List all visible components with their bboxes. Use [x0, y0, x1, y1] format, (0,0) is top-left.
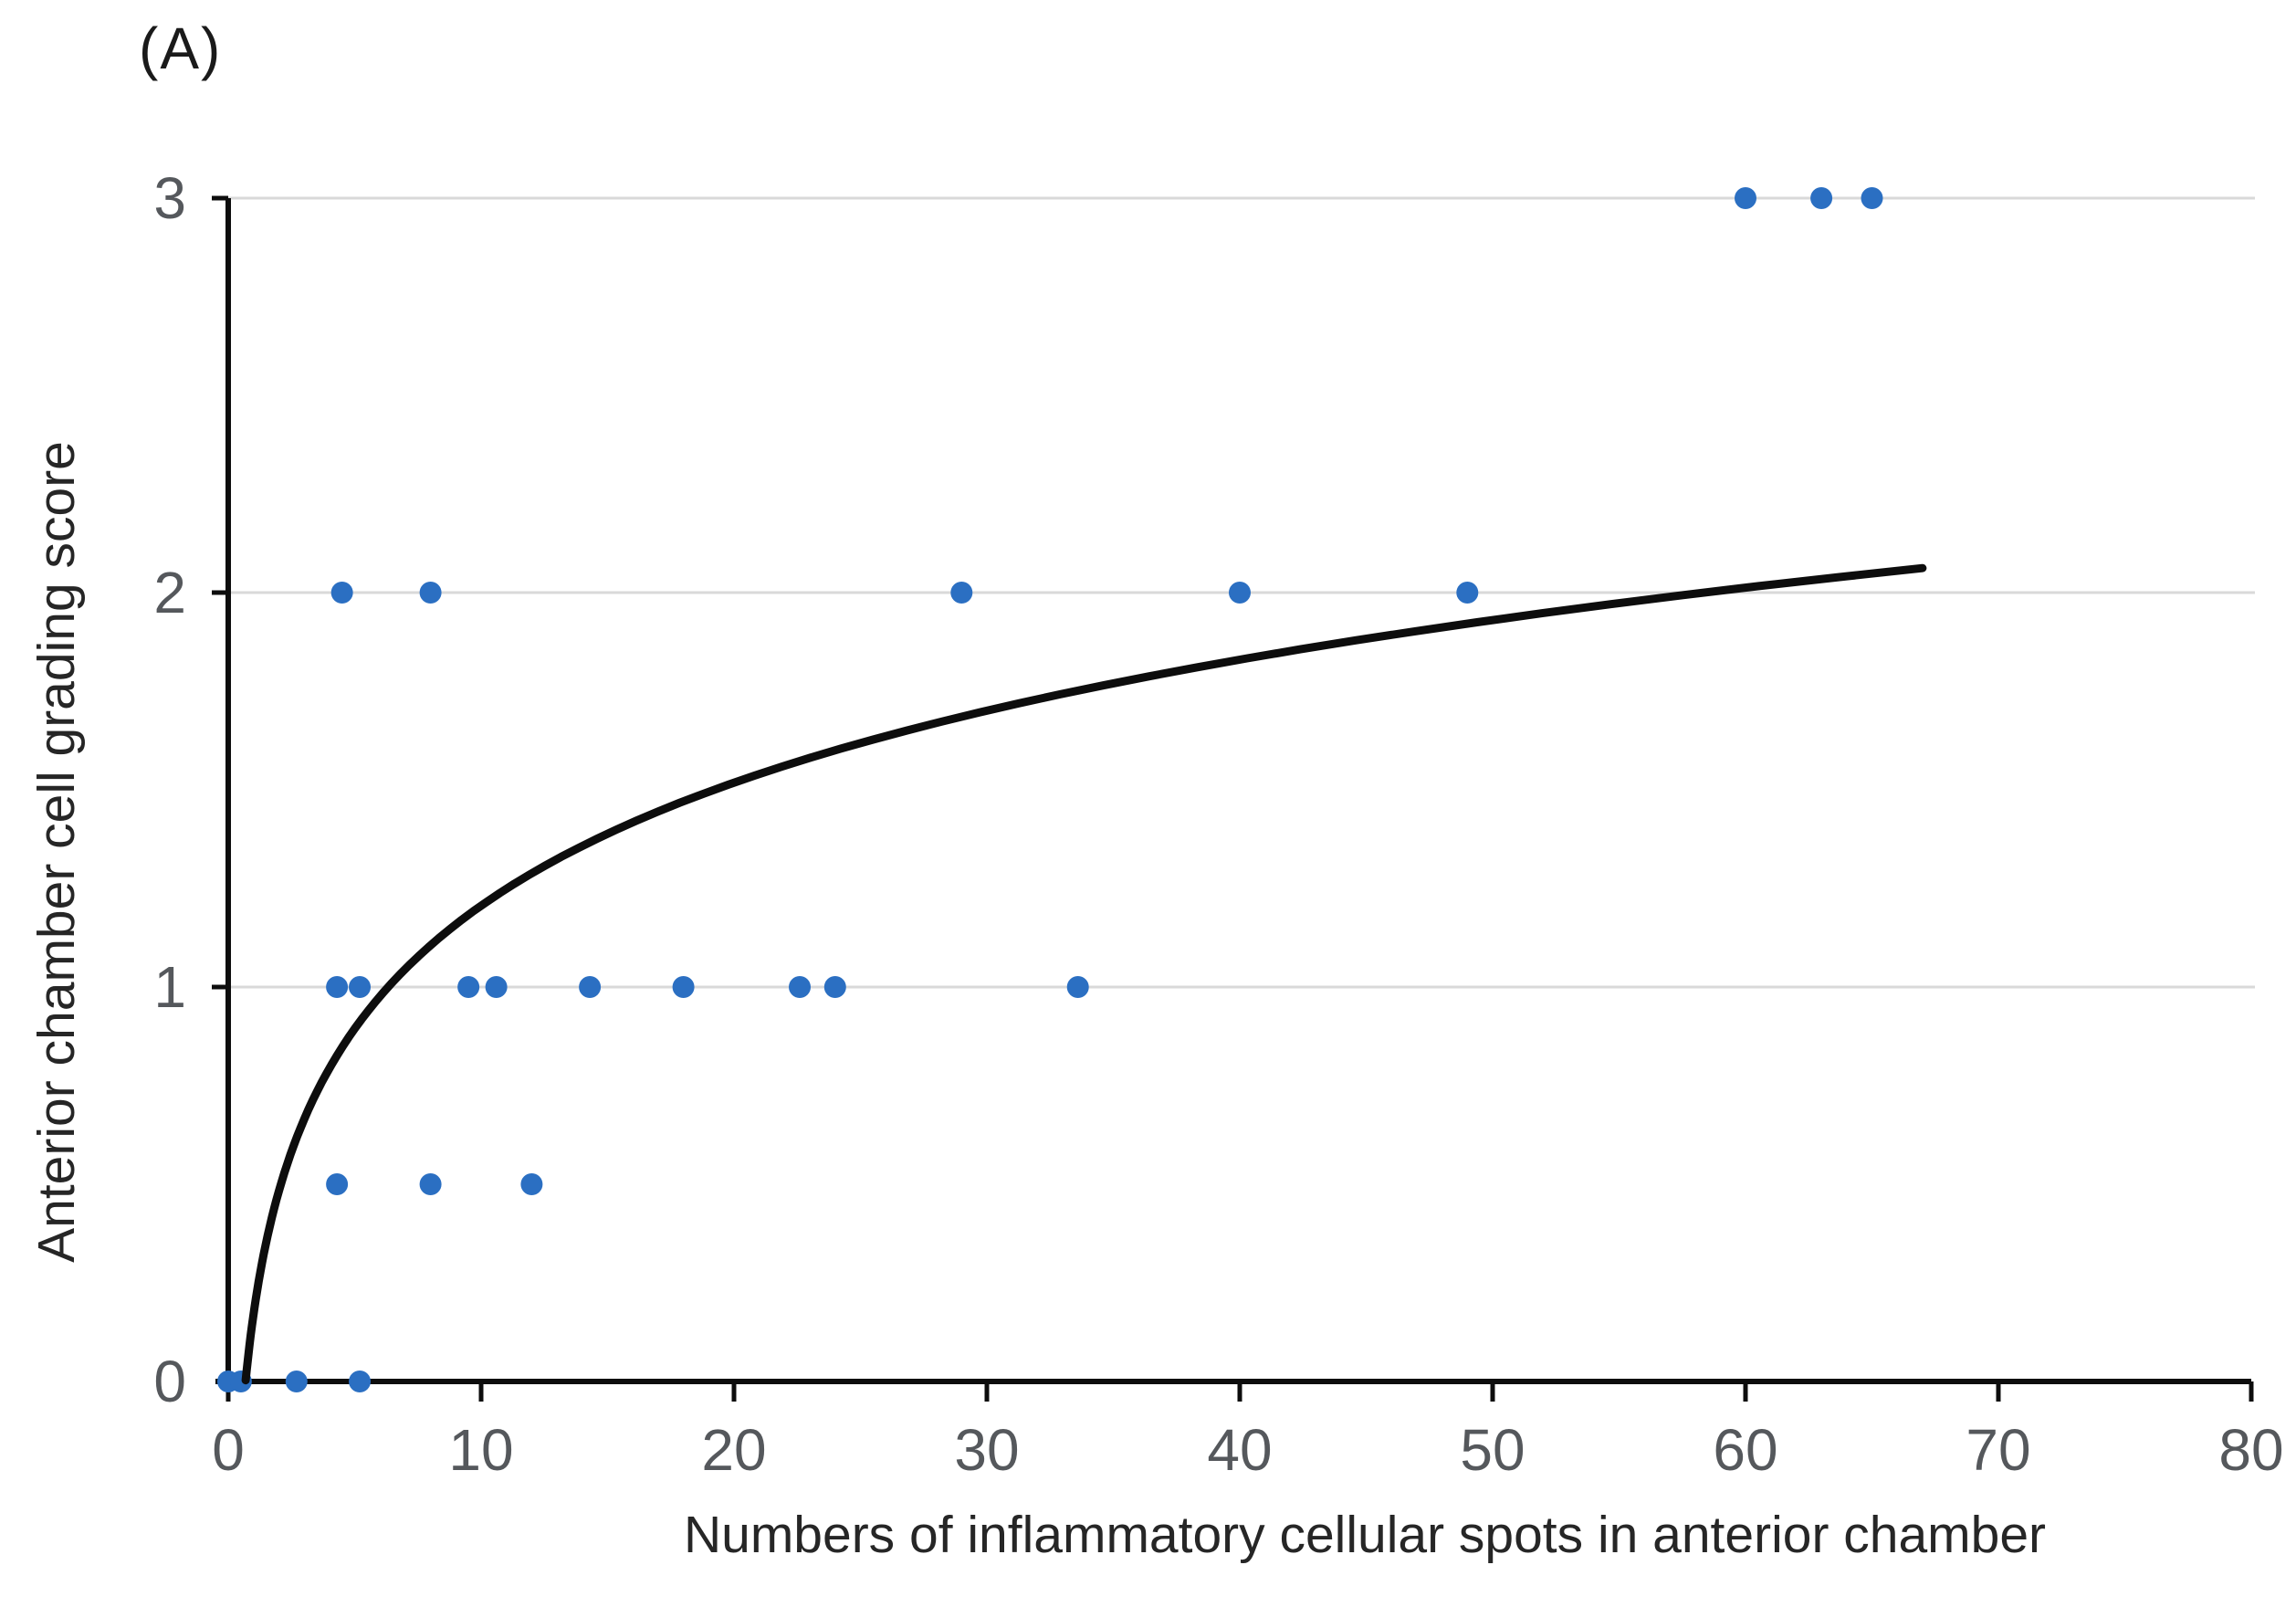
x-tick-label-80: 80	[2218, 1417, 2283, 1483]
x-tick-label-60: 60	[1713, 1417, 1777, 1483]
x-tick-label-70: 70	[1966, 1417, 2030, 1483]
y-tick-label-1: 1	[153, 954, 186, 1020]
x-tick-label-20: 20	[701, 1417, 766, 1483]
x-tick-label-10: 10	[448, 1417, 513, 1483]
x-axis-title: Numbers of inflammatory cellular spots i…	[683, 1506, 2047, 1564]
data-point	[349, 1371, 372, 1392]
y-tick-label-3: 3	[153, 165, 186, 231]
data-point	[485, 976, 508, 998]
data-point	[579, 976, 602, 998]
data-point	[1229, 582, 1251, 604]
data-point	[285, 1371, 308, 1392]
x-tick-label-30: 30	[954, 1417, 1019, 1483]
data-point	[349, 976, 372, 998]
data-point	[823, 976, 846, 998]
y-tick-label-2: 2	[153, 560, 186, 625]
x-tick-label-40: 40	[1207, 1417, 1272, 1483]
data-point	[1456, 582, 1479, 604]
y-tick-label-0: 0	[153, 1349, 186, 1414]
panel-label: (A)	[139, 16, 223, 81]
data-point	[330, 582, 353, 604]
y-axis-title: Anterior chamber cell grading score	[27, 441, 86, 1263]
data-point	[789, 976, 812, 998]
data-point	[419, 582, 442, 604]
data-point	[672, 976, 695, 998]
data-point	[1861, 187, 1883, 209]
data-point	[950, 582, 973, 604]
x-tick-label-50: 50	[1460, 1417, 1525, 1483]
trendline-curve	[241, 563, 1927, 1385]
data-point	[326, 976, 349, 998]
x-tick-label-0: 0	[212, 1417, 245, 1483]
data-point	[419, 1173, 442, 1195]
data-point	[1735, 187, 1756, 209]
data-point	[1810, 187, 1833, 209]
data-point	[457, 976, 480, 998]
data-point	[326, 1173, 349, 1195]
data-point	[520, 1173, 543, 1195]
data-point	[1066, 976, 1089, 998]
